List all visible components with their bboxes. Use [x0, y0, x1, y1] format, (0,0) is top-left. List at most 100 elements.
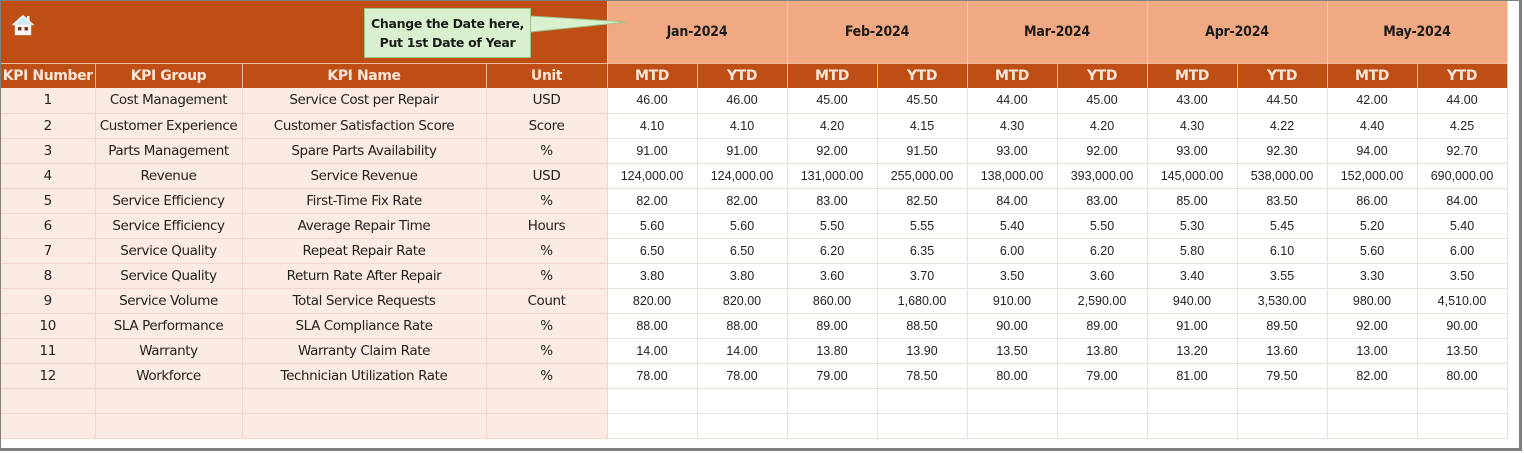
mtd-value-cell[interactable]: 6.00 [967, 238, 1058, 264]
mtd-value-cell[interactable]: 86.00 [1327, 188, 1418, 214]
ytd-value-cell[interactable]: 92.00 [1057, 138, 1148, 164]
ytd-value-cell[interactable]: 5.60 [697, 213, 788, 239]
unit-cell[interactable]: Count [486, 288, 608, 314]
kpi-number-cell[interactable]: 4 [1, 163, 96, 189]
mtd-value-cell[interactable]: 91.00 [606, 138, 698, 164]
mtd-value-cell[interactable]: 940.00 [1147, 288, 1238, 314]
kpi-name-cell[interactable]: SLA Compliance Rate [242, 313, 487, 339]
empty-value-cell[interactable] [697, 388, 788, 414]
ytd-value-cell[interactable]: 3.80 [697, 263, 788, 289]
kpi-group-cell[interactable]: Service Efficiency [95, 213, 243, 239]
mtd-value-cell[interactable]: 91.00 [1147, 313, 1238, 339]
kpi-name-cell[interactable]: Service Revenue [242, 163, 487, 189]
mtd-value-cell[interactable]: 3.50 [967, 263, 1058, 289]
ytd-value-cell[interactable]: 44.50 [1237, 88, 1328, 114]
unit-cell[interactable]: USD [486, 88, 608, 114]
ytd-value-cell[interactable]: 4.22 [1237, 113, 1328, 139]
mtd-value-cell[interactable]: 4.10 [606, 113, 698, 139]
kpi-group-cell[interactable]: Service Volume [95, 288, 243, 314]
mtd-value-cell[interactable]: 13.20 [1147, 338, 1238, 364]
kpi-name-cell[interactable]: Repeat Repair Rate [242, 238, 487, 264]
mtd-value-cell[interactable]: 3.40 [1147, 263, 1238, 289]
mtd-value-cell[interactable]: 79.00 [787, 363, 878, 389]
ytd-value-cell[interactable]: 4,510.00 [1417, 288, 1508, 314]
mtd-value-cell[interactable]: 94.00 [1327, 138, 1418, 164]
empty-label-cell[interactable] [242, 413, 487, 439]
ytd-value-cell[interactable]: 46.00 [697, 88, 788, 114]
empty-value-cell[interactable] [1327, 388, 1418, 414]
ytd-value-cell[interactable]: 88.50 [877, 313, 968, 339]
kpi-number-cell[interactable]: 7 [1, 238, 96, 264]
kpi-name-cell[interactable]: Spare Parts Availability [242, 138, 487, 164]
empty-value-cell[interactable] [787, 388, 878, 414]
mtd-value-cell[interactable]: 80.00 [967, 363, 1058, 389]
mtd-value-cell[interactable]: 5.60 [606, 213, 698, 239]
kpi-group-cell[interactable]: Customer Experience [95, 113, 243, 139]
mtd-value-cell[interactable]: 131,000.00 [787, 163, 878, 189]
empty-value-cell[interactable] [1327, 413, 1418, 439]
mtd-value-cell[interactable]: 14.00 [606, 338, 698, 364]
kpi-name-cell[interactable]: Technician Utilization Rate [242, 363, 487, 389]
ytd-value-cell[interactable]: 92.70 [1417, 138, 1508, 164]
mtd-value-cell[interactable]: 4.20 [787, 113, 878, 139]
ytd-value-cell[interactable]: 92.30 [1237, 138, 1328, 164]
ytd-value-cell[interactable]: 78.50 [877, 363, 968, 389]
empty-value-cell[interactable] [606, 413, 698, 439]
ytd-value-cell[interactable]: 6.50 [697, 238, 788, 264]
empty-label-cell[interactable] [242, 388, 487, 414]
ytd-value-cell[interactable]: 5.40 [1417, 213, 1508, 239]
mtd-value-cell[interactable]: 820.00 [606, 288, 698, 314]
mtd-value-cell[interactable]: 90.00 [967, 313, 1058, 339]
mtd-value-cell[interactable]: 5.40 [967, 213, 1058, 239]
mtd-value-cell[interactable]: 93.00 [1147, 138, 1238, 164]
mtd-value-cell[interactable]: 860.00 [787, 288, 878, 314]
kpi-number-cell[interactable]: 3 [1, 138, 96, 164]
mtd-value-cell[interactable]: 5.30 [1147, 213, 1238, 239]
ytd-value-cell[interactable]: 45.00 [1057, 88, 1148, 114]
month-header-jan[interactable]: Jan-2024 [606, 1, 788, 63]
ytd-value-cell[interactable]: 393,000.00 [1057, 163, 1148, 189]
ytd-value-cell[interactable]: 83.00 [1057, 188, 1148, 214]
empty-value-cell[interactable] [697, 413, 788, 439]
ytd-value-cell[interactable]: 13.80 [1057, 338, 1148, 364]
kpi-group-cell[interactable]: Service Quality [95, 263, 243, 289]
empty-label-cell[interactable] [95, 413, 243, 439]
kpi-group-cell[interactable]: Service Efficiency [95, 188, 243, 214]
mtd-value-cell[interactable]: 82.00 [606, 188, 698, 214]
ytd-value-cell[interactable]: 84.00 [1417, 188, 1508, 214]
kpi-group-cell[interactable]: SLA Performance [95, 313, 243, 339]
mtd-value-cell[interactable]: 92.00 [1327, 313, 1418, 339]
mtd-value-cell[interactable]: 93.00 [967, 138, 1058, 164]
kpi-number-cell[interactable]: 8 [1, 263, 96, 289]
empty-label-cell[interactable] [1, 388, 96, 414]
kpi-name-cell[interactable]: Service Cost per Repair [242, 88, 487, 114]
unit-cell[interactable]: Score [486, 113, 608, 139]
mtd-value-cell[interactable]: 84.00 [967, 188, 1058, 214]
ytd-value-cell[interactable]: 3.70 [877, 263, 968, 289]
ytd-value-cell[interactable]: 690,000.00 [1417, 163, 1508, 189]
mtd-value-cell[interactable]: 6.20 [787, 238, 878, 264]
mtd-value-cell[interactable]: 85.00 [1147, 188, 1238, 214]
mtd-value-cell[interactable]: 88.00 [606, 313, 698, 339]
empty-value-cell[interactable] [787, 413, 878, 439]
ytd-value-cell[interactable]: 4.15 [877, 113, 968, 139]
ytd-value-cell[interactable]: 78.00 [697, 363, 788, 389]
mtd-value-cell[interactable]: 89.00 [787, 313, 878, 339]
ytd-value-cell[interactable]: 3.50 [1417, 263, 1508, 289]
mtd-value-cell[interactable]: 42.00 [1327, 88, 1418, 114]
empty-value-cell[interactable] [1417, 413, 1508, 439]
ytd-value-cell[interactable]: 14.00 [697, 338, 788, 364]
empty-value-cell[interactable] [1147, 388, 1238, 414]
mtd-value-cell[interactable]: 138,000.00 [967, 163, 1058, 189]
kpi-group-cell[interactable]: Warranty [95, 338, 243, 364]
ytd-value-cell[interactable]: 4.10 [697, 113, 788, 139]
empty-value-cell[interactable] [967, 388, 1058, 414]
unit-cell[interactable]: % [486, 188, 608, 214]
ytd-value-cell[interactable]: 6.10 [1237, 238, 1328, 264]
ytd-value-cell[interactable]: 4.20 [1057, 113, 1148, 139]
ytd-value-cell[interactable]: 89.50 [1237, 313, 1328, 339]
ytd-value-cell[interactable]: 2,590.00 [1057, 288, 1148, 314]
ytd-value-cell[interactable]: 3.55 [1237, 263, 1328, 289]
ytd-value-cell[interactable]: 820.00 [697, 288, 788, 314]
ytd-value-cell[interactable]: 44.00 [1417, 88, 1508, 114]
